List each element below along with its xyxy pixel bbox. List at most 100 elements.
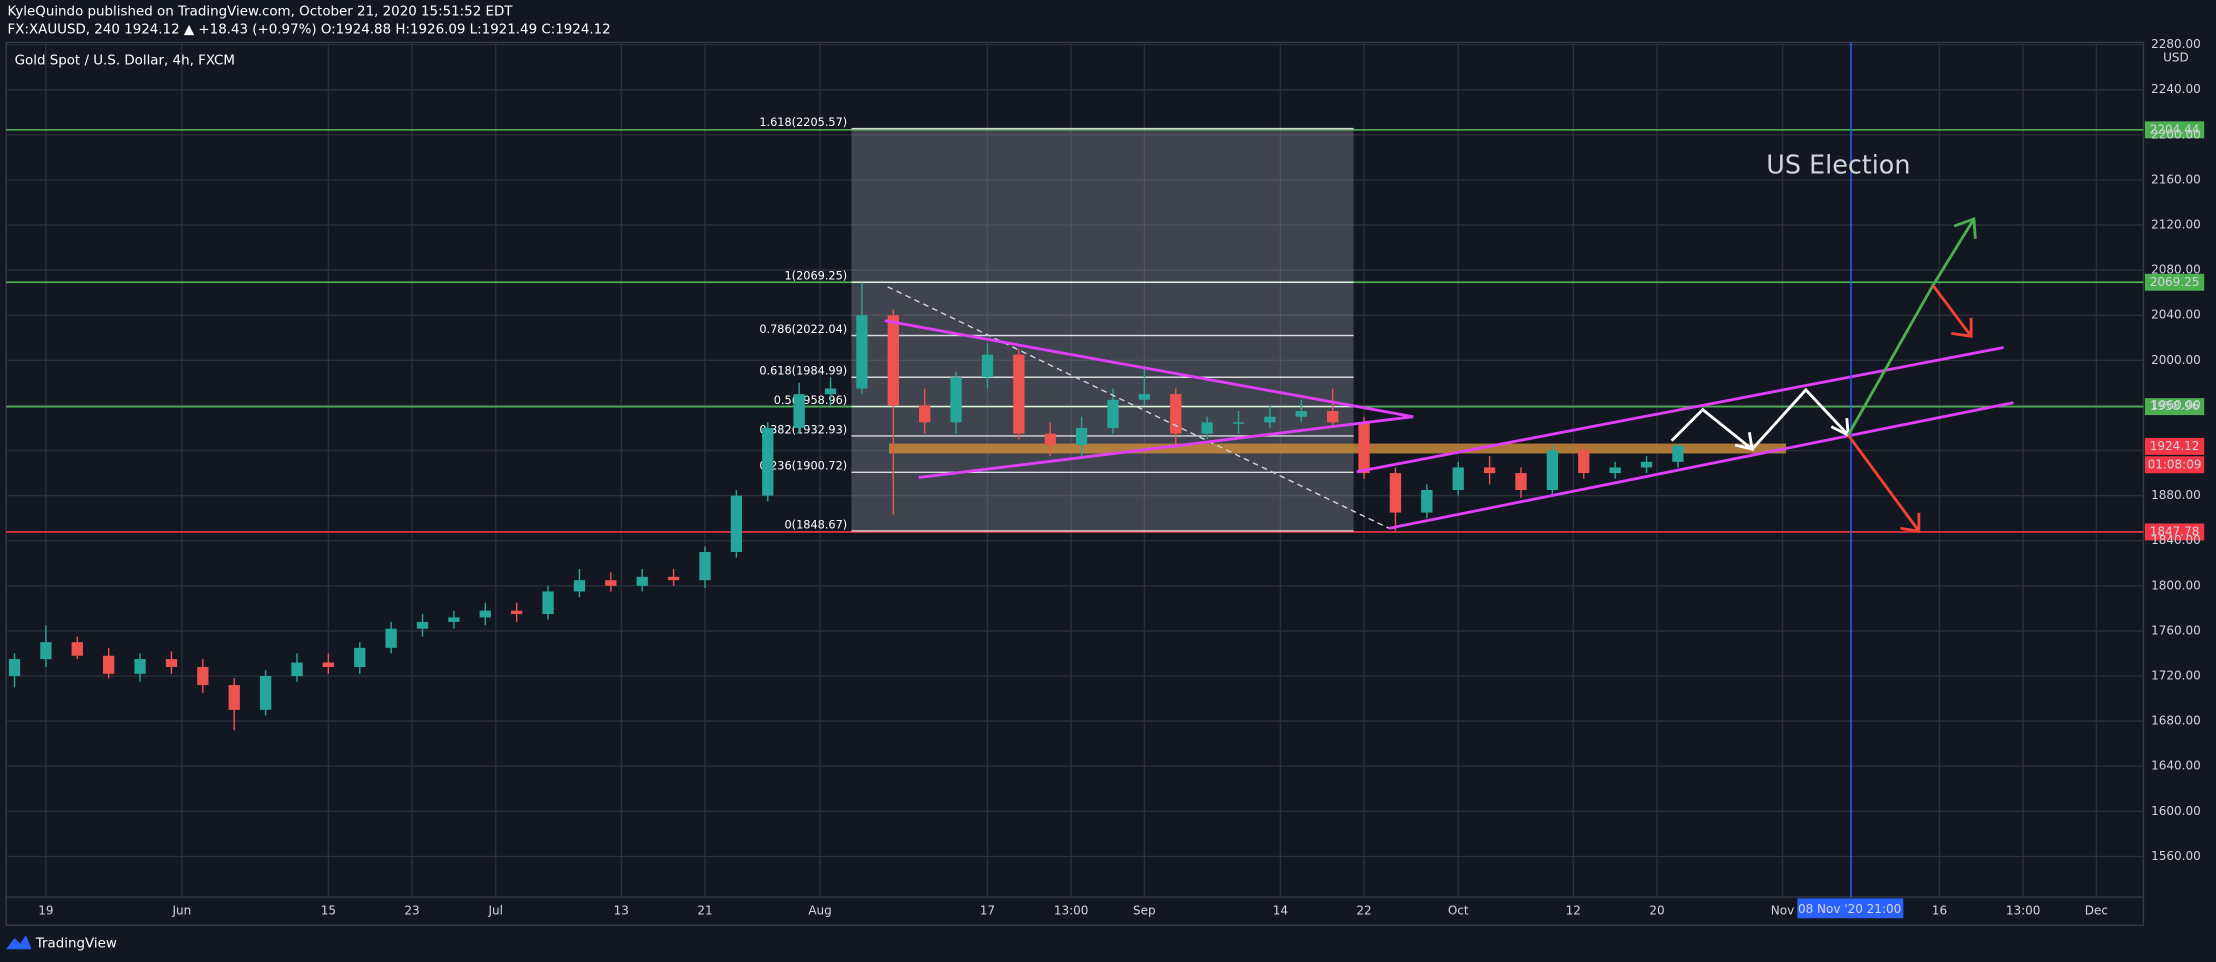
candle-body [8, 659, 21, 677]
x-tick-label: 12 [1566, 904, 1581, 918]
level-label: 2069.25 [2150, 275, 2200, 289]
candle-body [479, 610, 491, 618]
candle-body [1483, 467, 1496, 474]
candle-body [667, 576, 680, 581]
candle-body [981, 354, 994, 378]
y-tick-label: 1720.00 [2151, 669, 2201, 683]
level-label: 1958.96 [2150, 399, 2200, 413]
level-tag [2144, 121, 2205, 139]
x-tick-label: 16 [1932, 904, 1947, 918]
chart-title: Gold Spot / U.S. Dollar, 4h, FXCM [15, 54, 235, 69]
candle-body [448, 617, 460, 622]
candle-body [354, 647, 366, 668]
fib-label: 0.382(1932.93) [759, 423, 847, 436]
countdown: 01:08:09 [2148, 457, 2202, 471]
candle-body [856, 315, 868, 389]
candle-body [573, 580, 586, 592]
candle-body [1295, 411, 1307, 417]
y-tick-label: 2200.00 [2151, 127, 2201, 141]
level-label: 1847.78 [2150, 524, 2200, 538]
candle-body [1578, 450, 1590, 474]
candle-body [762, 427, 774, 496]
candle-body [1201, 422, 1213, 434]
cursor-date-box [1797, 898, 1904, 919]
candle-body [542, 591, 554, 615]
level-tag [2144, 273, 2205, 291]
candle-body [165, 659, 178, 668]
countdown-box [2144, 456, 2205, 474]
fib-trend-line [887, 286, 1390, 529]
candle-body [1044, 433, 1056, 445]
candle-body [793, 394, 805, 428]
x-axis: 19 Jun 15 23 Jul 13 21 Aug 17 13:00 Sep 14 22 Oct 12 20… [38, 904, 2108, 918]
annotation: US Election [1766, 150, 1910, 180]
x-tick-label: 17 [980, 904, 995, 918]
candle-body [385, 628, 397, 648]
x-tick-label: Jul [488, 904, 503, 918]
candle-body [605, 580, 617, 586]
candle-body [1232, 422, 1245, 424]
candle-body [1389, 473, 1402, 513]
fib-zone [851, 128, 1354, 531]
candle-body [1013, 354, 1025, 434]
candle-body [1546, 450, 1559, 490]
x-tick-label: 20 [1649, 904, 1664, 918]
fib-levels: 1.618(2205.57) 1(2069.25) 0.786(2022.04) 0.… [759, 116, 1354, 532]
quote: FX:XAUUSD, 240 1924.12 ▲ +18.43 (+0.97%)… [8, 23, 611, 38]
arrow-head [1734, 432, 1754, 452]
y-tick-label: 1640.00 [2151, 759, 2201, 773]
fib-label: 0.786(2022.04) [759, 323, 847, 336]
candle-body [636, 576, 648, 586]
candle-body [950, 377, 962, 423]
x-tick-label: 13 [614, 904, 629, 918]
triangle-bottom [918, 415, 1414, 479]
x-tick-label: Dec [2085, 904, 2108, 918]
fib-label: 1(2069.25) [784, 270, 847, 283]
fib-label: 1.618(2205.57) [759, 116, 847, 129]
fib-label: 0.618(1984.99) [759, 365, 847, 378]
candle-body [1075, 427, 1088, 445]
arrow-head [1900, 512, 1921, 533]
arrow-head [1951, 317, 1973, 338]
x-tick-label: 14 [1273, 904, 1288, 918]
currency: USD [2163, 50, 2189, 64]
candle-body [511, 610, 523, 615]
y-tick-label: 2040.00 [2151, 308, 2201, 322]
candle-body [1358, 422, 1370, 474]
y-tick-label: 2080.00 [2151, 263, 2201, 277]
candle-body [71, 642, 83, 656]
y-tick-label: 1680.00 [2151, 714, 2201, 728]
cursor-date: 08 Nov '20 21:00 [1798, 902, 1901, 916]
fib-label: 0(1848.67) [784, 518, 847, 531]
fib-label: 0.236(1900.72) [759, 460, 847, 473]
y-tick-label: 2280.00 [2151, 37, 2201, 51]
candle-body [228, 685, 240, 710]
x-tick-label: 13:00 [2006, 904, 2041, 918]
candle-body [322, 662, 335, 668]
y-tick-label: 1560.00 [2151, 849, 2201, 863]
fib-label: 0.5(1958.96) [774, 394, 847, 407]
x-tick-label: 15 [321, 904, 336, 918]
candle-body [1421, 489, 1433, 513]
y-tick-label: 1600.00 [2151, 804, 2201, 818]
trendlines [884, 319, 2014, 530]
last-price: 1924.12 [2150, 439, 2200, 453]
channel-bottom [1388, 401, 2014, 530]
candle-body [1452, 467, 1464, 490]
candles [8, 282, 1684, 731]
brand: TradingView [35, 937, 117, 952]
red-path [1847, 434, 1920, 532]
y-axis: 1560.00 1600.00 1640.00 1680.00 1720.00 1760.… [2151, 37, 2201, 863]
candle-body [730, 495, 743, 553]
candle-body [699, 552, 711, 581]
y-tick-label: 1880.00 [2151, 488, 2201, 502]
level-label: 2204.44 [2150, 122, 2200, 136]
candle-body [1515, 473, 1527, 490]
x-tick-label: Jun [172, 904, 192, 918]
candle-body [1170, 394, 1182, 434]
y-tick-label: 1760.00 [2151, 623, 2201, 637]
y-tick-label: 2000.00 [2151, 353, 2201, 367]
candle-body [1327, 411, 1339, 423]
candle-body [1640, 461, 1653, 468]
